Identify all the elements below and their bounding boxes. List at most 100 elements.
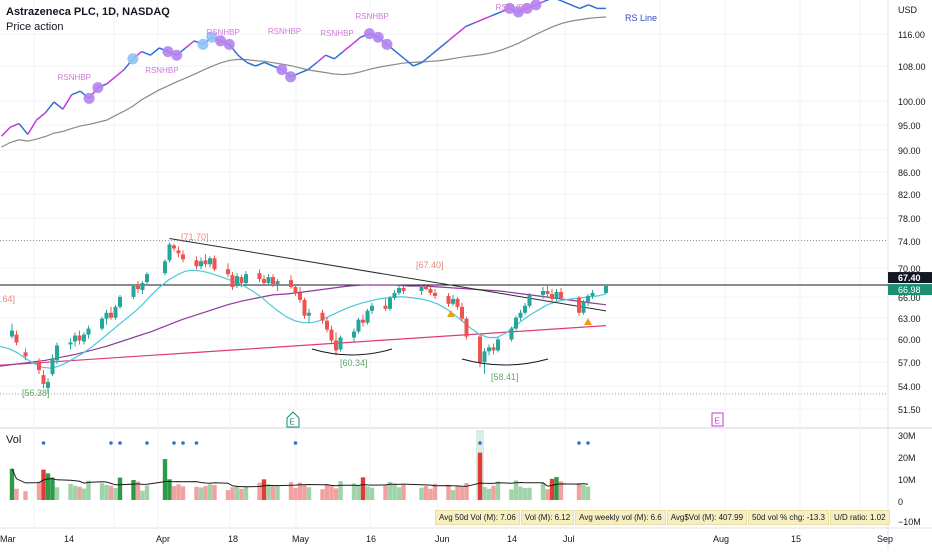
candle: [271, 274, 275, 288]
stats-bar: Avg 50d Vol (M): 7.06 Vol (M): 6.12 Avg we…: [435, 510, 890, 525]
earnings-marker-1[interactable]: E: [286, 411, 300, 428]
stat-chip: Avg 50d Vol (M): 7.06: [435, 510, 520, 525]
volume-bar: [207, 484, 213, 500]
candle-body: [109, 312, 113, 318]
candle-body: [104, 312, 109, 319]
candle-body: [37, 362, 41, 371]
stat-chip: Avg$Vol (M): 407.99: [666, 510, 748, 525]
candle: [181, 250, 185, 263]
volume-bar: [113, 488, 118, 500]
candle-body: [86, 328, 91, 335]
candle-body: [586, 295, 590, 302]
candle-body: [113, 306, 118, 318]
candle-body: [392, 292, 397, 298]
ma-mid-line: [0, 284, 607, 367]
ma-slow-line: [0, 325, 607, 366]
candle-body: [68, 342, 73, 345]
rs-line-segment: [439, 40, 449, 49]
candle: [208, 256, 212, 268]
candle-body: [302, 299, 307, 316]
volume-bar: [459, 487, 465, 500]
price-tick: 51.50: [898, 405, 921, 415]
last-price-text: 67.40: [898, 273, 921, 283]
annotations: [71.70] .64] [56.38] [67.40] [60.34] [58…: [0, 13, 724, 428]
candle-body: [424, 287, 428, 289]
candle-body: [527, 294, 532, 306]
time-tick: May: [292, 534, 310, 544]
volume-bar: [360, 477, 366, 500]
candle: [586, 293, 590, 306]
volume-bar: [495, 481, 501, 500]
rs-line-segment: [62, 94, 73, 110]
rs-line-segment: [325, 54, 335, 60]
candle-body: [554, 291, 559, 299]
candle: [482, 348, 487, 375]
volume-bar: [108, 485, 114, 500]
annotation-left-level: .64]: [0, 294, 15, 304]
volume-tick: 0: [898, 497, 903, 507]
rs-marker-dot: [215, 35, 227, 47]
volume-bar: [225, 490, 231, 500]
rs-line-segment: [579, 4, 589, 10]
volume-bar: [14, 488, 19, 500]
candle: [401, 286, 406, 294]
svg-text:E: E: [715, 417, 720, 426]
candle-body: [73, 335, 77, 342]
candle: [100, 316, 104, 331]
price-tick: 60.00: [898, 335, 921, 345]
candle-body: [338, 337, 343, 350]
candle-body: [262, 279, 266, 284]
rs-line-segment: [246, 61, 256, 67]
volume-signal-dot: [181, 441, 185, 445]
rs-marker-dot: [504, 2, 516, 14]
volume-bars: [9, 430, 591, 500]
candle: [298, 287, 302, 303]
annotation-mid-high: [67.40]: [416, 260, 444, 270]
candle-body: [131, 286, 136, 297]
volume-signal-dot: [109, 441, 113, 445]
volume-tick: 30M: [898, 431, 916, 441]
last-price-tag: [888, 272, 932, 284]
candle-body: [55, 345, 59, 361]
rs-line-segment: [141, 50, 151, 56]
candle: [266, 274, 271, 287]
candle: [383, 298, 388, 311]
candle: [167, 242, 172, 263]
volume-bar: [545, 489, 550, 500]
volume-bar: [234, 485, 240, 500]
time-tick: Aug: [713, 534, 729, 544]
volume-bar: [86, 480, 91, 500]
base-arc-right: [461, 358, 549, 366]
volume-label[interactable]: Vol: [6, 434, 22, 446]
volume-bar: [50, 477, 55, 500]
indicator-name[interactable]: Price action: [6, 21, 64, 33]
rs-line-segment: [71, 90, 81, 96]
candle: [244, 271, 248, 286]
candle: [352, 328, 356, 342]
candle: [212, 255, 217, 272]
candle-body: [451, 298, 455, 304]
rs-line-segment: [570, 4, 581, 10]
volume-bar: [576, 483, 582, 500]
candle: [194, 256, 199, 270]
earnings-marker-2[interactable]: E: [711, 412, 724, 427]
symbol-title[interactable]: Astrazeneca PLC, 1D, NASDAQ: [6, 6, 170, 18]
candle: [235, 273, 239, 289]
price-tick: 116.00: [898, 30, 925, 40]
time-tick: Jul: [563, 534, 575, 544]
rs-line-segment: [237, 54, 248, 63]
candle: [293, 284, 298, 296]
candle-body: [491, 347, 496, 351]
rs-line-segment: [491, 11, 502, 17]
volume-bar: [117, 477, 123, 500]
price-tick: 90.00: [898, 146, 921, 156]
volume-bar: [392, 483, 397, 500]
volume-bar: [477, 452, 483, 500]
volume-bar: [486, 488, 492, 500]
candle: [455, 296, 460, 310]
candle-body: [257, 273, 262, 280]
candle-body: [320, 312, 325, 321]
